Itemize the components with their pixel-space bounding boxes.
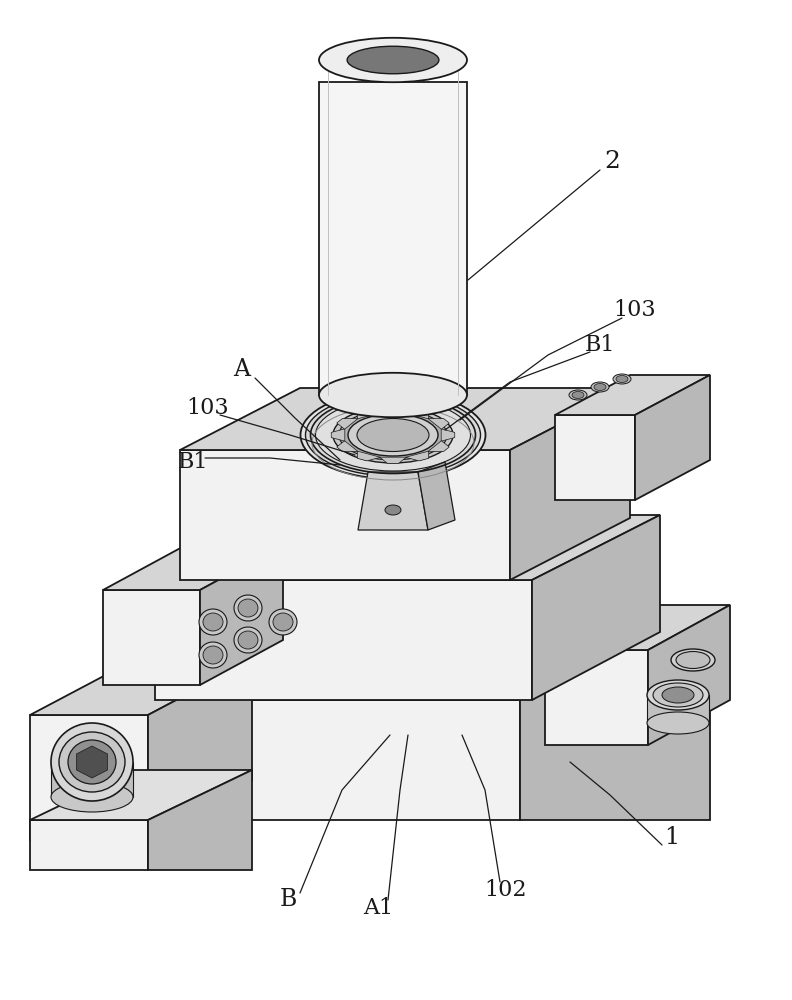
Polygon shape (30, 770, 252, 820)
Polygon shape (357, 409, 380, 419)
Ellipse shape (339, 410, 447, 460)
Polygon shape (510, 388, 630, 580)
Polygon shape (532, 515, 660, 700)
Polygon shape (428, 419, 449, 429)
Polygon shape (155, 515, 660, 580)
Polygon shape (635, 375, 710, 500)
Ellipse shape (402, 426, 418, 434)
Ellipse shape (616, 375, 628, 382)
Polygon shape (200, 545, 283, 685)
Ellipse shape (234, 595, 262, 621)
Ellipse shape (572, 391, 584, 398)
Text: 1: 1 (664, 826, 680, 850)
Text: A1: A1 (363, 897, 393, 919)
Polygon shape (30, 715, 148, 840)
Polygon shape (545, 605, 730, 650)
Ellipse shape (613, 374, 631, 384)
Ellipse shape (569, 390, 587, 400)
Ellipse shape (238, 599, 258, 617)
Ellipse shape (203, 613, 223, 631)
Ellipse shape (591, 382, 609, 392)
Polygon shape (357, 451, 380, 461)
Ellipse shape (51, 782, 133, 812)
Polygon shape (180, 388, 630, 450)
Ellipse shape (59, 732, 125, 792)
Ellipse shape (671, 649, 715, 671)
Polygon shape (62, 700, 520, 820)
Text: 102: 102 (485, 879, 527, 901)
Polygon shape (155, 580, 532, 700)
Ellipse shape (402, 412, 418, 420)
Text: 103: 103 (614, 299, 657, 321)
Polygon shape (555, 375, 710, 415)
Polygon shape (103, 545, 283, 590)
Polygon shape (337, 441, 358, 451)
Ellipse shape (269, 609, 297, 635)
Text: B1: B1 (584, 334, 615, 356)
Polygon shape (441, 429, 455, 441)
Polygon shape (555, 415, 635, 500)
Ellipse shape (647, 680, 709, 710)
Text: 103: 103 (187, 397, 230, 419)
Polygon shape (62, 610, 710, 700)
Polygon shape (76, 746, 108, 778)
Polygon shape (180, 450, 510, 580)
Ellipse shape (348, 414, 438, 456)
Ellipse shape (653, 683, 703, 707)
Ellipse shape (357, 418, 429, 452)
Polygon shape (406, 451, 428, 461)
Polygon shape (379, 407, 406, 413)
Ellipse shape (199, 642, 227, 668)
Polygon shape (418, 462, 455, 530)
Polygon shape (148, 660, 252, 840)
Ellipse shape (333, 407, 453, 463)
Polygon shape (103, 590, 200, 685)
Text: B1: B1 (177, 451, 208, 473)
Polygon shape (545, 650, 648, 745)
Ellipse shape (347, 46, 439, 74)
Ellipse shape (300, 391, 485, 479)
Polygon shape (520, 610, 710, 820)
Ellipse shape (422, 418, 438, 428)
Polygon shape (51, 762, 133, 797)
Ellipse shape (382, 418, 398, 428)
Ellipse shape (385, 505, 401, 515)
Ellipse shape (594, 383, 606, 390)
Ellipse shape (199, 609, 227, 635)
Polygon shape (648, 605, 730, 745)
Ellipse shape (238, 631, 258, 649)
Polygon shape (406, 409, 428, 419)
Ellipse shape (68, 740, 116, 784)
Text: B: B (280, 888, 297, 912)
Text: 2: 2 (604, 150, 620, 174)
Polygon shape (358, 472, 428, 530)
Ellipse shape (662, 687, 694, 703)
Polygon shape (379, 457, 406, 463)
Ellipse shape (319, 373, 467, 417)
Ellipse shape (273, 613, 293, 631)
Text: A: A (234, 359, 250, 381)
Ellipse shape (315, 399, 470, 471)
Ellipse shape (647, 712, 709, 734)
Polygon shape (30, 820, 148, 870)
Ellipse shape (51, 723, 133, 801)
Polygon shape (30, 660, 252, 715)
Ellipse shape (203, 646, 223, 664)
Polygon shape (647, 695, 709, 723)
Ellipse shape (319, 38, 467, 82)
Polygon shape (428, 441, 449, 451)
Polygon shape (337, 419, 358, 429)
Ellipse shape (306, 394, 481, 476)
Polygon shape (148, 770, 252, 870)
Polygon shape (319, 82, 467, 395)
Polygon shape (331, 429, 345, 441)
Ellipse shape (234, 627, 262, 653)
Ellipse shape (676, 652, 710, 668)
